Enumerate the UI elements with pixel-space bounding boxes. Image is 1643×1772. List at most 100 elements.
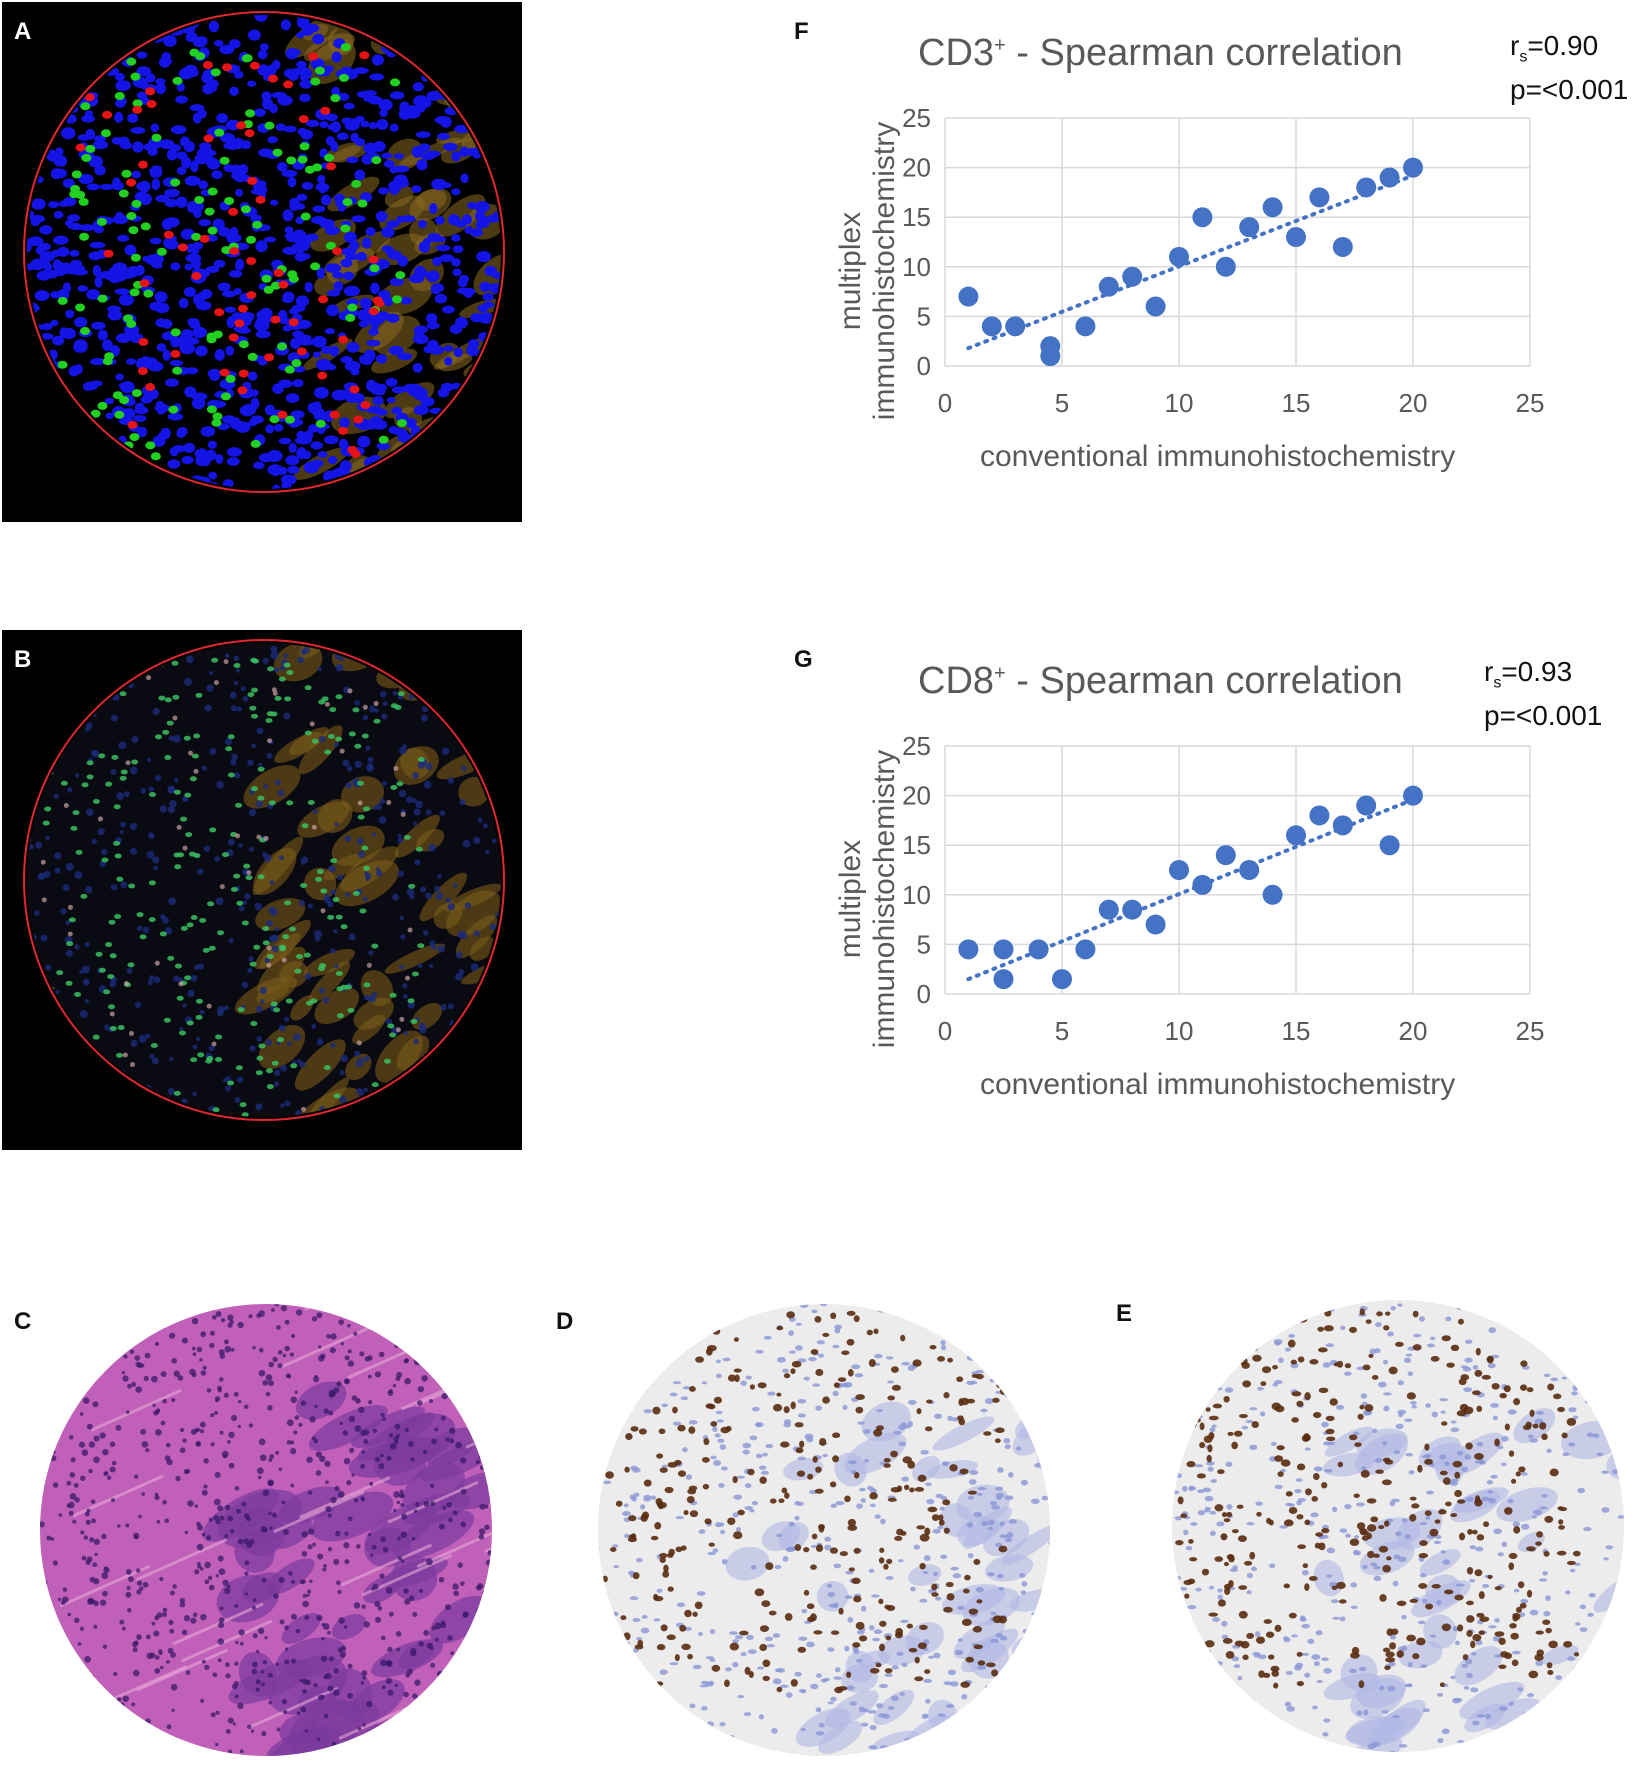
chart-f-xtick-label: 25 <box>1516 388 1545 418</box>
chart-g-title-main: CD8 <box>918 660 995 702</box>
chart-g-xlabel: conventional immunohistochemistry <box>980 1068 1456 1101</box>
chart-g-ytick-label: 15 <box>902 830 931 860</box>
chart-f: 0 5 10 15 20 25 0 5 10 15 20 25 <box>850 100 1580 430</box>
panel-a-label: A <box>14 18 32 45</box>
chart-f-pvalue: p=<0.001 <box>1510 73 1629 105</box>
chart-f-xtick-label: 15 <box>1282 388 1311 418</box>
chart-f-title-sup: + <box>994 34 1006 57</box>
chart-f-title-rest: - Spearman correlation <box>1005 32 1403 74</box>
chart-f-point <box>1379 167 1400 188</box>
chart-g-point <box>1215 845 1236 866</box>
chart-g-point <box>1332 815 1353 836</box>
chart-f-rs-sub: s <box>1519 48 1528 66</box>
panel-g-label: G <box>794 646 813 673</box>
chart-f-trendline <box>966 173 1415 351</box>
chart-f-stats: rs=0.90 p=<0.001 <box>1510 30 1628 106</box>
panel-a-tissue-core <box>23 11 505 493</box>
chart-f-ytick-label: 0 <box>917 351 931 381</box>
panel-f-label: F <box>794 18 809 45</box>
chart-g-point <box>1169 860 1189 880</box>
chart-f-point <box>1005 316 1026 337</box>
panel-e-image <box>1168 1296 1628 1756</box>
chart-g-ytick-label: 20 <box>902 781 931 811</box>
chart-f-title-main: CD3 <box>918 32 995 74</box>
chart-g-pvalue: p=<0.001 <box>1484 699 1603 731</box>
chart-f-xtick-label: 20 <box>1399 388 1428 418</box>
chart-g-xtick-label: 25 <box>1516 1016 1545 1046</box>
chart-f-point <box>1075 316 1096 337</box>
chart-g-point <box>1403 785 1423 806</box>
chart-g-rs: rs=0.93 <box>1484 656 1602 700</box>
chart-g-ylabel-line2: immunohistochemistry <box>868 749 901 1049</box>
chart-f-ylabel: multiplex immunohistochemistry <box>834 101 906 441</box>
chart-g-point <box>1356 795 1377 816</box>
chart-f-point <box>1040 346 1061 367</box>
chart-g-title-sup: + <box>994 662 1006 685</box>
panel-b-label: B <box>14 646 32 673</box>
chart-g-rs-value: =0.93 <box>1501 656 1573 687</box>
chart-f-ytick-label: 10 <box>902 252 931 282</box>
panel-c-cells <box>40 1304 492 1756</box>
chart-g-xtick-label: 5 <box>1055 1016 1069 1046</box>
chart-f-point <box>1169 246 1189 267</box>
panel-c-label: C <box>14 1308 32 1335</box>
panel-b-core-outline <box>23 639 505 1121</box>
chart-g-ytick-label: 25 <box>902 731 931 761</box>
chart-g-point <box>958 939 979 960</box>
chart-f-ytick-label: 5 <box>917 301 931 331</box>
chart-f-ytick-label: 25 <box>902 103 931 133</box>
panel-a-cells <box>27 15 501 489</box>
chart-g-point <box>993 939 1014 960</box>
chart-g-ytick-label: 5 <box>917 929 931 959</box>
panel-e-ihc-stain <box>1172 1300 1624 1752</box>
chart-f-point <box>981 316 1002 337</box>
chart-g-title: CD8+ - Spearman correlation <box>918 660 1403 703</box>
chart-g-point <box>993 969 1014 990</box>
chart-g-xtick-label: 0 <box>938 1016 952 1046</box>
chart-f-point <box>1239 217 1260 238</box>
panel-c-he-stain <box>40 1304 492 1756</box>
panel-d-label: D <box>556 1308 574 1335</box>
panel-d-image <box>594 1300 1054 1760</box>
chart-g-point <box>1098 899 1119 920</box>
chart-g-point <box>1145 914 1166 935</box>
panel-a-core-outline <box>23 11 505 493</box>
panel-e-label: E <box>1116 1300 1133 1327</box>
chart-g-point <box>1075 939 1096 960</box>
chart-f-xtick-label: 5 <box>1055 388 1069 418</box>
chart-f-rs-value: =0.90 <box>1527 30 1599 61</box>
chart-f-point <box>1356 177 1377 198</box>
chart-g-point <box>1122 899 1143 920</box>
chart-g-rs-sub: s <box>1493 674 1502 692</box>
chart-g-point <box>1028 939 1049 960</box>
chart-f-point <box>1332 236 1353 257</box>
chart-f-ylabel-line2: immunohistochemistry <box>868 121 901 421</box>
chart-g-point <box>1239 860 1260 880</box>
chart-f-ytick-label: 20 <box>902 153 931 183</box>
chart-g-point <box>1262 884 1283 905</box>
chart-f-point <box>1122 266 1143 287</box>
panel-b-tissue-core <box>23 639 505 1121</box>
chart-f-point <box>1215 256 1236 277</box>
chart-g-ytick-label: 0 <box>917 979 931 1009</box>
chart-f-rs: rs=0.90 <box>1510 30 1628 74</box>
chart-f-point <box>1262 197 1283 218</box>
chart-g-point <box>1052 969 1072 990</box>
chart-f-rs-prefix: r <box>1510 30 1520 61</box>
chart-f-point <box>1309 187 1330 208</box>
chart-g-rs-prefix: r <box>1484 656 1494 687</box>
chart-f-xtick-label: 0 <box>938 388 952 418</box>
chart-g-ylabel: multiplex immunohistochemistry <box>834 729 906 1069</box>
chart-f-xlabel: conventional immunohistochemistry <box>980 440 1456 473</box>
panel-d-ihc-stain <box>598 1304 1050 1756</box>
chart-f-point <box>1403 157 1423 178</box>
chart-g-title-rest: - Spearman correlation <box>1005 660 1403 702</box>
chart-f-point <box>1192 207 1213 228</box>
panel-b-cells <box>27 643 501 1117</box>
chart-f-point <box>1098 276 1119 297</box>
chart-f-title: CD3+ - Spearman correlation <box>918 32 1403 75</box>
chart-g-xtick-label: 20 <box>1399 1016 1428 1046</box>
chart-f-ytick-label: 15 <box>902 202 931 232</box>
chart-g-point <box>1379 835 1400 856</box>
chart-f-plot: 0 5 10 15 20 25 0 5 10 15 20 25 <box>902 103 1545 418</box>
